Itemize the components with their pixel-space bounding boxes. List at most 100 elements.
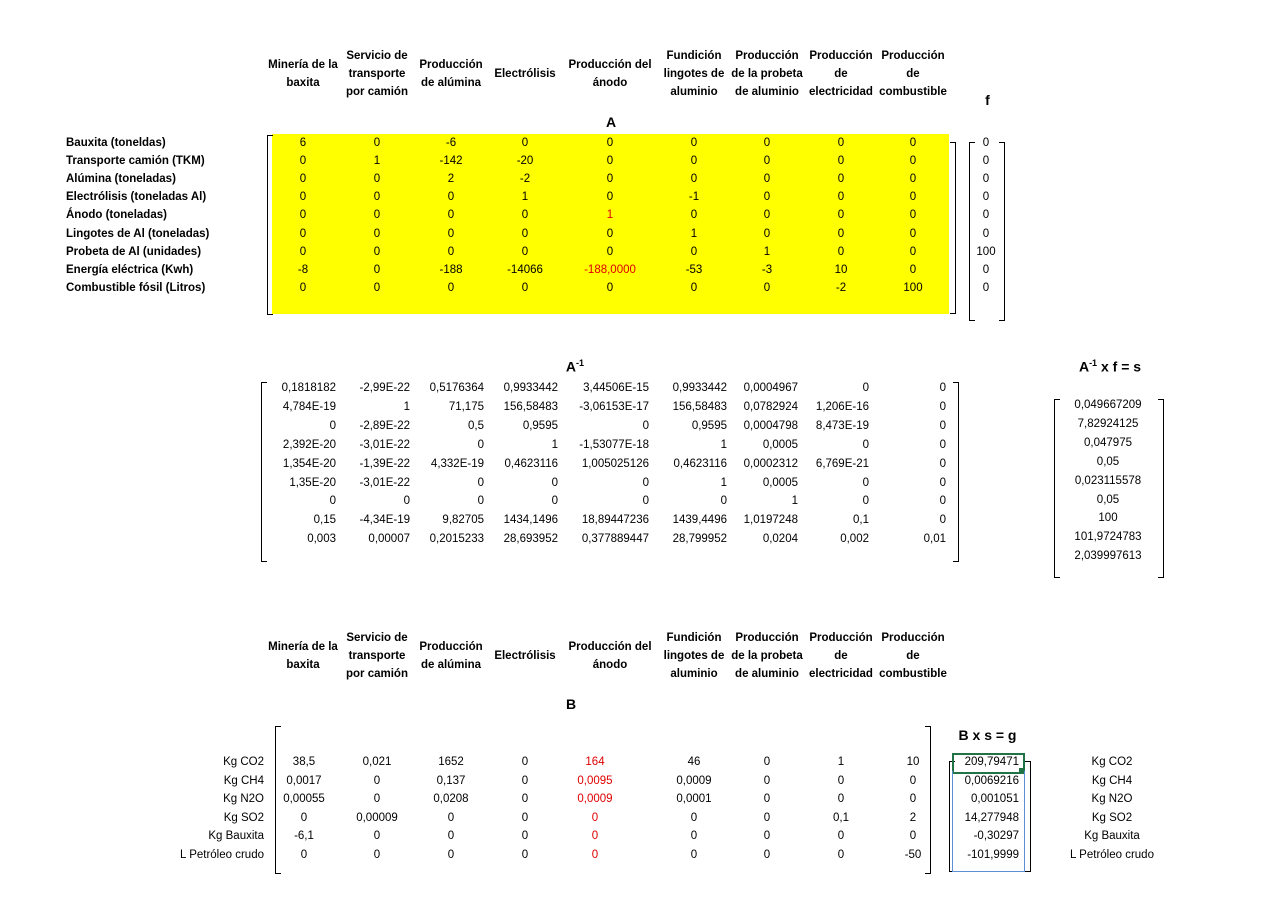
vector-cell[interactable]: 0 <box>982 281 990 294</box>
matrix-cell[interactable]: 0 <box>299 281 307 294</box>
matrix-cell[interactable]: 0 <box>299 245 307 258</box>
matrix-cell[interactable]: 4,332E-19 <box>430 457 484 470</box>
matrix-cell[interactable]: 0 <box>521 227 529 240</box>
matrix-cell[interactable]: 0,4623116 <box>504 457 558 470</box>
matrix-cell[interactable]: 0,00055 <box>283 793 325 806</box>
matrix-cell[interactable]: 0 <box>939 476 946 489</box>
matrix-cell[interactable]: -3,01E-22 <box>359 476 410 489</box>
matrix-cell[interactable]: 0 <box>837 793 845 806</box>
matrix-cell[interactable]: 0,15 <box>313 514 336 527</box>
matrix-cell[interactable]: 0 <box>690 155 698 168</box>
matrix-cell[interactable]: 0 <box>690 209 698 222</box>
matrix-cell[interactable]: 0 <box>373 281 381 294</box>
column-header[interactable]: Minería de la baxita <box>268 641 338 671</box>
matrix-cell[interactable]: 0 <box>763 155 771 168</box>
matrix-cell[interactable]: -2,89E-22 <box>359 419 410 432</box>
matrix-cell[interactable]: 0,0004967 <box>743 382 798 394</box>
matrix-cell[interactable]: 1 <box>606 209 614 222</box>
matrix-cell[interactable]: 0 <box>690 849 698 861</box>
matrix-cell[interactable]: 0 <box>837 227 845 240</box>
matrix-cell[interactable]: -6,1 <box>294 830 314 843</box>
vector-cell[interactable]: -101,9999 <box>967 849 1019 861</box>
matrix-cell[interactable]: 0 <box>690 830 698 843</box>
matrix-cell[interactable]: 0 <box>447 245 455 258</box>
matrix-cell[interactable]: 0 <box>763 830 771 843</box>
vector-cell[interactable]: 0,0069216 <box>964 774 1019 787</box>
matrix-cell[interactable]: 0 <box>521 281 529 294</box>
matrix-cell[interactable]: 0 <box>521 137 529 149</box>
matrix-cell[interactable]: 0 <box>373 793 381 806</box>
matrix-cell[interactable]: 1,35E-20 <box>289 476 336 489</box>
matrix-cell[interactable]: 0,00009 <box>356 811 398 824</box>
matrix-cell[interactable]: 0,0002312 <box>743 457 798 470</box>
matrix-cell[interactable]: 0 <box>862 476 869 489</box>
matrix-cell[interactable]: 0 <box>521 245 529 258</box>
vector-cell[interactable]: 0 <box>982 227 990 240</box>
matrix-cell[interactable]: 0 <box>909 245 917 258</box>
vector-cell[interactable]: 14,277948 <box>964 811 1019 824</box>
column-header[interactable]: Producción de electricidad <box>809 50 873 98</box>
matrix-cell[interactable]: 0,2015233 <box>429 533 484 546</box>
matrix-cell[interactable]: 156,58483 <box>672 400 727 413</box>
matrix-cell[interactable]: 0 <box>837 849 845 861</box>
matrix-cell[interactable]: 0 <box>373 263 381 276</box>
matrix-cell[interactable]: 0,0017 <box>286 774 322 787</box>
matrix-cell[interactable]: 2 <box>447 173 455 186</box>
matrix-cell[interactable]: 0,1 <box>833 811 849 824</box>
matrix-cell[interactable]: 0 <box>299 191 307 204</box>
vector-cell[interactable]: 0,023115578 <box>1074 474 1142 487</box>
matrix-cell[interactable]: 0 <box>763 281 771 294</box>
matrix-cell[interactable]: -2 <box>519 173 531 186</box>
matrix-cell[interactable]: 0,0004798 <box>743 419 798 432</box>
matrix-cell[interactable]: 18,89447236 <box>581 514 649 527</box>
matrix-cell[interactable]: 71,175 <box>448 400 484 413</box>
vector-cell[interactable]: 0 <box>982 263 990 276</box>
matrix-cell[interactable]: -188,0000 <box>584 263 636 276</box>
matrix-cell[interactable]: -1 <box>688 191 700 204</box>
column-header[interactable]: Servicio de transporte por camión <box>346 50 408 98</box>
vector-cell[interactable]: 0 <box>982 137 990 149</box>
matrix-cell[interactable]: 0 <box>403 495 410 508</box>
matrix-cell[interactable]: 0 <box>763 173 771 186</box>
vector-cell[interactable]: 0 <box>982 191 990 204</box>
matrix-cell[interactable]: 0 <box>477 438 484 451</box>
matrix-cell[interactable]: -4,34E-19 <box>359 514 410 527</box>
matrix-cell[interactable]: 0 <box>329 419 336 432</box>
matrix-cell[interactable]: 0 <box>606 191 614 204</box>
column-header[interactable]: Minería de la baxita <box>268 59 338 89</box>
matrix-cell[interactable]: 6,769E-21 <box>815 457 869 470</box>
matrix-cell[interactable]: 0 <box>521 830 529 843</box>
matrix-cell[interactable]: -2 <box>835 281 847 294</box>
matrix-cell[interactable]: 0,0009 <box>577 793 613 806</box>
matrix-cell[interactable]: 0 <box>373 137 381 149</box>
matrix-cell[interactable]: 0 <box>690 137 698 149</box>
matrix-cell[interactable]: 0 <box>763 137 771 149</box>
matrix-cell[interactable]: 1 <box>403 400 410 413</box>
matrix-cell[interactable]: -3 <box>761 263 773 276</box>
matrix-cell[interactable]: 0 <box>939 400 946 413</box>
matrix-cell[interactable]: 0 <box>447 849 455 861</box>
matrix-cell[interactable]: 0 <box>909 774 917 787</box>
matrix-cell[interactable]: 1 <box>837 756 845 768</box>
matrix-cell[interactable]: 0 <box>551 476 558 489</box>
matrix-cell[interactable]: 0 <box>642 419 649 432</box>
matrix-cell[interactable]: 0,002 <box>840 533 869 546</box>
matrix-cell[interactable]: 1,354E-20 <box>282 457 336 470</box>
matrix-cell[interactable]: 0,5 <box>468 419 484 432</box>
matrix-cell[interactable]: 0,1 <box>853 514 869 527</box>
matrix-cell[interactable]: 0 <box>521 209 529 222</box>
matrix-cell[interactable]: 10 <box>834 263 848 276</box>
column-header[interactable]: Producción de alúmina <box>419 59 483 89</box>
matrix-cell[interactable]: 0 <box>373 227 381 240</box>
matrix-cell[interactable]: 0 <box>763 209 771 222</box>
matrix-cell[interactable]: 0 <box>606 281 614 294</box>
matrix-cell[interactable]: -188 <box>439 263 463 276</box>
matrix-cell[interactable]: 0 <box>690 245 698 258</box>
matrix-cell[interactable]: 0 <box>373 191 381 204</box>
column-header[interactable]: Producción de la probeta de aluminio <box>731 50 803 98</box>
matrix-cell[interactable]: 0 <box>642 476 649 489</box>
matrix-cell[interactable]: -50 <box>904 849 922 861</box>
matrix-cell[interactable]: 0 <box>373 209 381 222</box>
matrix-cell[interactable]: 0 <box>447 281 455 294</box>
matrix-cell[interactable]: 0 <box>939 457 946 470</box>
